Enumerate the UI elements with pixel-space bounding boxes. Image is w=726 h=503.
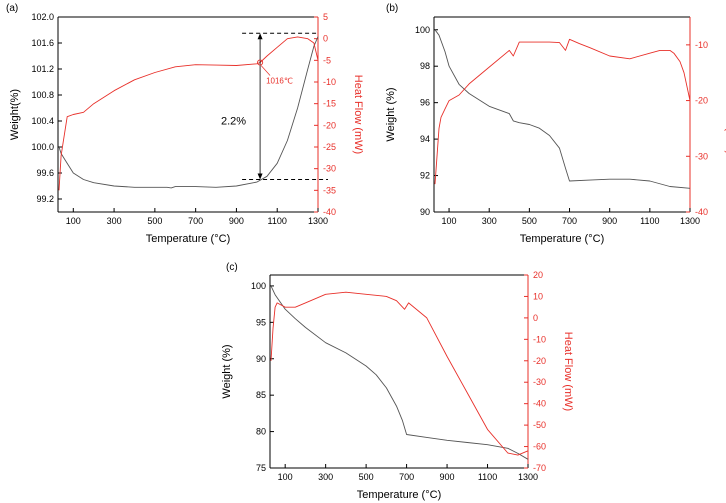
right-y-tick-label: -10 — [695, 40, 708, 50]
right-y-tick-label: -60 — [533, 442, 546, 452]
right-y-tick-label: 0 — [533, 313, 538, 323]
left-y-tick-label: 101.6 — [31, 38, 54, 48]
x-tick-label: 900 — [602, 216, 617, 226]
heat-flow-curve — [58, 36, 319, 191]
left-y-tick-label: 90 — [420, 207, 430, 217]
left-y-tick-label: 100.8 — [31, 90, 54, 100]
x-tick-label: 700 — [188, 216, 203, 226]
x-tick-label: 500 — [522, 216, 537, 226]
x-tick-label: 900 — [440, 472, 455, 482]
right-y-tick-label: -20 — [533, 356, 546, 366]
chart-panel-a: (a) 100 300 500 700 900 1100 1300 Temperature (°… — [6, 3, 364, 245]
right-y-tick-label: 0 — [323, 34, 328, 44]
left-y-tick-label: 92 — [420, 171, 430, 181]
left-y-tick-label: 102.0 — [31, 12, 54, 22]
right-y-tick-label: -20 — [695, 96, 708, 106]
right-y-tick-label: -40 — [695, 207, 708, 217]
right-y-tick-label: -70 — [533, 463, 546, 473]
onset-leader-line — [260, 65, 271, 76]
x-tick-label: 1100 — [268, 216, 287, 226]
x-tick-label: 500 — [359, 472, 374, 482]
x-tick-label: 300 — [107, 216, 122, 226]
right-y-axis-label: Heat Flow (mW) — [352, 75, 364, 154]
right-y-tick-label: -10 — [323, 77, 336, 87]
left-y-tick-label: 100 — [251, 281, 266, 291]
arrow-head-down — [257, 173, 263, 180]
x-tick-label: 900 — [229, 216, 244, 226]
weight-curve — [58, 36, 319, 189]
panel-label: (a) — [6, 3, 18, 14]
right-y-tick-label: -10 — [533, 334, 546, 344]
right-y-tick-label: -50 — [533, 420, 546, 430]
x-tick-label: 1300 — [680, 216, 700, 226]
x-tick-label: 1300 — [308, 216, 328, 226]
left-y-axis-label: Weight(%) — [9, 89, 21, 140]
left-y-axis-label: Weight (%) — [221, 344, 233, 398]
x-axis-label: Temperature (°C) — [146, 233, 230, 245]
x-tick-label: 1100 — [478, 472, 497, 482]
right-y-tick-label: -30 — [695, 151, 708, 161]
weight-curve — [434, 29, 691, 189]
right-y-axis-label: Heat Flow (mW) — [562, 332, 574, 411]
x-tick-label: 500 — [147, 216, 162, 226]
panel-label: (c) — [226, 262, 238, 273]
x-tick-label: 300 — [482, 216, 497, 226]
left-y-tick-label: 101.2 — [31, 64, 54, 74]
chart-panel-b: (b) 100 300 500 700 900 1100 1300 Temperature (°… — [385, 3, 726, 245]
weight-curve — [270, 285, 529, 460]
right-y-tick-label: 5 — [323, 12, 328, 22]
x-axis-label: Temperature (°C) — [520, 233, 604, 245]
left-y-tick-label: 90 — [256, 354, 266, 364]
left-y-tick-label: 100.4 — [31, 116, 54, 126]
left-y-tick-label: 100.0 — [31, 142, 54, 152]
left-y-tick-label: 100 — [415, 25, 430, 35]
left-y-tick-label: 80 — [256, 427, 266, 437]
left-y-tick-label: 99.6 — [36, 168, 54, 178]
left-y-axis-label: Weight (%) — [385, 87, 397, 141]
panel-label: (b) — [386, 3, 398, 14]
heat-flow-curve — [270, 291, 529, 456]
left-y-tick-label: 75 — [256, 463, 266, 473]
right-y-axis-label: Heat Flow (mW) — [724, 75, 726, 154]
x-tick-label: 100 — [442, 216, 457, 226]
right-y-tick-label: -30 — [323, 164, 336, 174]
right-y-tick-label: -5 — [323, 55, 331, 65]
x-tick-label: 300 — [318, 472, 333, 482]
onset-marker — [257, 59, 264, 66]
right-y-tick-label: -20 — [323, 120, 336, 130]
left-y-tick-label: 85 — [256, 390, 266, 400]
left-y-tick-label: 96 — [420, 98, 430, 108]
right-y-tick-label: -35 — [323, 185, 336, 195]
x-tick-label: 700 — [562, 216, 577, 226]
right-y-tick-label: 20 — [533, 270, 543, 280]
arrow-head-up — [257, 33, 263, 40]
right-y-tick-label: -25 — [323, 142, 336, 152]
right-y-tick-label: 10 — [533, 291, 543, 301]
x-tick-label: 1100 — [640, 216, 659, 226]
left-y-tick-label: 95 — [256, 317, 266, 327]
x-tick-label: 100 — [66, 216, 81, 226]
left-y-tick-label: 99.2 — [36, 194, 54, 204]
left-y-tick-label: 98 — [420, 61, 430, 71]
left-y-tick-label: 94 — [420, 134, 430, 144]
x-tick-label: 100 — [278, 472, 293, 482]
onset-temperature-label: 1016℃ — [266, 77, 293, 86]
weight-change-label: 2.2% — [221, 115, 246, 127]
right-y-tick-label: -15 — [323, 99, 336, 109]
x-tick-label: 700 — [399, 472, 414, 482]
x-axis-label: Temperature (°C) — [357, 489, 441, 501]
x-tick-label: 1300 — [518, 472, 538, 482]
right-y-tick-label: -30 — [533, 377, 546, 387]
heat-flow-curve — [434, 38, 691, 185]
right-y-tick-label: -40 — [323, 207, 336, 217]
right-y-tick-label: -40 — [533, 399, 546, 409]
